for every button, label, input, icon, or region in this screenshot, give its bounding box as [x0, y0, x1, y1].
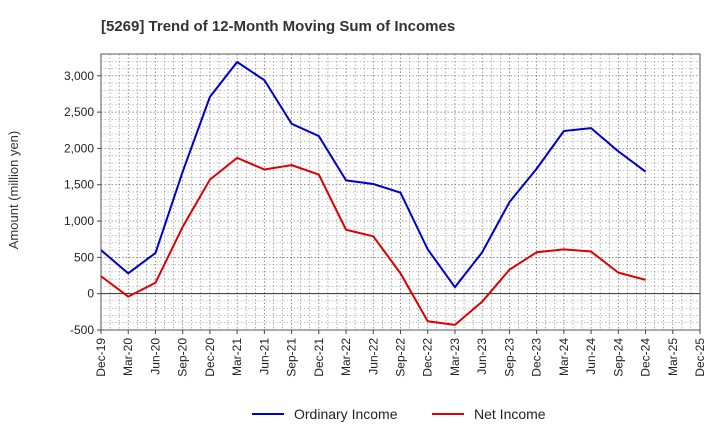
y-axis-label: Amount (million yen)	[6, 131, 21, 250]
y-tick-label: 1,500	[64, 178, 94, 192]
x-tick-label: Dec-23	[530, 338, 544, 377]
series-line-ordinary-income	[100, 60, 647, 289]
y-axis: -500 0 500 1,000 1,500 2,000 2,500 3,000	[64, 69, 101, 337]
x-tick-label: Mar-20	[121, 338, 135, 376]
x-tick-label: Dec-24	[639, 338, 653, 377]
x-tick-label: Mar-25	[666, 338, 680, 376]
x-tick-label: Sep-22	[394, 338, 408, 377]
y-tick-label: 2,000	[64, 141, 94, 155]
x-tick-label: Jun-20	[148, 338, 162, 375]
legend-label-ordinary-income: Ordinary Income	[294, 406, 398, 422]
x-tick-label: Sep-24	[611, 338, 625, 377]
x-tick-label: Sep-20	[176, 338, 190, 377]
y-tick-label: 0	[87, 287, 94, 301]
x-tick-label: Jun-23	[475, 338, 489, 375]
x-tick-label: Dec-22	[421, 338, 435, 377]
x-tick-label: Sep-21	[285, 338, 299, 377]
y-tick-label: -500	[70, 323, 94, 337]
x-tick-label: Jun-22	[366, 338, 380, 375]
legend-label-net-income: Net Income	[474, 406, 546, 422]
y-tick-label: 3,000	[64, 69, 94, 83]
x-tick-label: Dec-21	[312, 338, 326, 377]
legend: Ordinary Income Net Income	[252, 406, 546, 422]
x-tick-label: Mar-24	[557, 338, 571, 376]
x-tick-label: Sep-23	[502, 338, 516, 377]
x-tick-label: Dec-25	[693, 338, 707, 377]
x-tick-label: Dec-20	[203, 338, 217, 377]
grid	[100, 54, 701, 331]
x-tick-label: Jun-21	[257, 338, 271, 375]
y-tick-label: 1,000	[64, 214, 94, 228]
x-tick-label: Jun-24	[584, 338, 598, 375]
x-tick-label: Mar-23	[448, 338, 462, 376]
y-tick-label: 2,500	[64, 105, 94, 119]
x-tick-label: Dec-19	[94, 338, 108, 377]
y-tick-label: 500	[74, 250, 94, 264]
x-tick-label: Mar-22	[339, 338, 353, 376]
x-axis: Dec-19 Mar-20 Jun-20 Sep-20 Dec-20 Mar-21 Jun-…	[94, 330, 707, 377]
series-lines	[100, 60, 647, 326]
chart-title: [5269] Trend of 12-Month Moving Sum of I…	[101, 18, 455, 35]
x-tick-label: Mar-21	[230, 338, 244, 376]
